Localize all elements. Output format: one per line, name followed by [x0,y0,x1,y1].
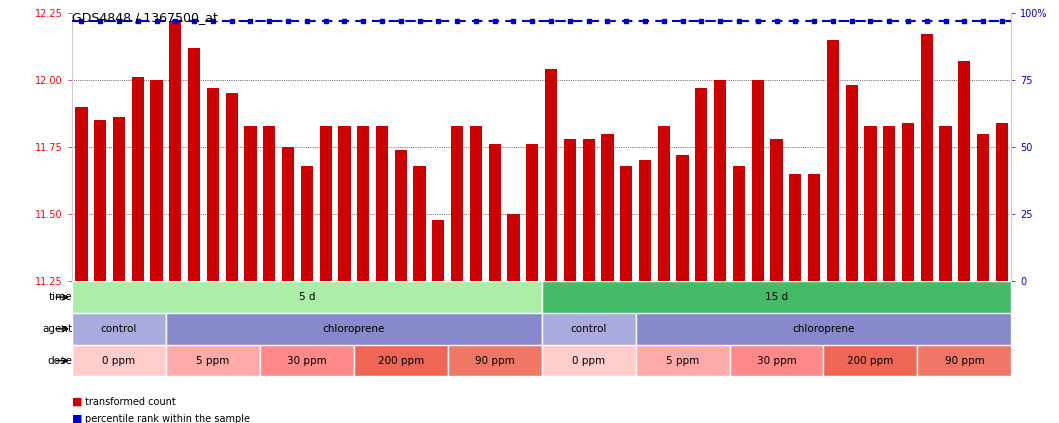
Bar [542,281,1011,313]
Bar [395,150,407,281]
Text: ■: ■ [72,397,83,407]
Bar [338,126,351,281]
Text: 200 ppm: 200 ppm [378,356,424,365]
Bar [639,160,651,281]
Bar [542,313,635,345]
Bar [920,34,933,281]
Bar [488,144,501,281]
Bar [995,123,1008,281]
Text: agent: agent [42,324,72,334]
Bar [72,281,542,313]
Text: chloroprene: chloroprene [323,324,385,334]
Bar [259,345,354,376]
Bar [902,123,914,281]
Bar [264,126,275,281]
Bar [958,61,970,281]
Bar [72,345,166,376]
Text: chloroprene: chloroprene [792,324,855,334]
Bar [770,139,783,281]
Bar [730,345,824,376]
Bar [845,85,858,281]
Bar [917,345,1011,376]
Bar [72,313,166,345]
Bar [824,345,917,376]
Bar [169,21,181,281]
Bar [939,126,952,281]
Bar [376,126,388,281]
Bar [131,77,144,281]
Text: ■: ■ [72,414,83,423]
Bar [470,126,482,281]
Bar [602,134,613,281]
Text: 5 d: 5 d [299,292,316,302]
Text: 5 ppm: 5 ppm [196,356,230,365]
Bar [733,166,746,281]
Bar [714,80,726,281]
Bar [635,345,730,376]
Bar [635,313,1011,345]
Bar [245,126,256,281]
Bar [545,69,557,281]
Bar [621,166,632,281]
Bar [166,313,542,345]
Bar [451,126,463,281]
Bar [542,345,635,376]
Text: 0 ppm: 0 ppm [572,356,605,365]
Bar [166,345,259,376]
Bar [677,155,688,281]
Text: 90 ppm: 90 ppm [474,356,515,365]
Bar [189,48,200,281]
Bar [658,126,670,281]
Bar [526,144,538,281]
Bar [789,174,802,281]
Text: 15 d: 15 d [765,292,788,302]
Bar [883,126,895,281]
Bar [808,174,820,281]
Bar [357,126,370,281]
Bar [354,345,448,376]
Bar [563,139,576,281]
Bar [94,120,106,281]
Text: 30 ppm: 30 ppm [756,356,796,365]
Text: control: control [571,324,607,334]
Text: GDS4848 / 1367500_at: GDS4848 / 1367500_at [72,11,218,24]
Bar [507,214,520,281]
Bar [752,80,764,281]
Bar [448,345,542,376]
Text: time: time [49,292,72,302]
Bar [413,166,426,281]
Bar [301,166,313,281]
Bar [432,220,445,281]
Text: control: control [101,324,138,334]
Bar [226,93,238,281]
Bar [864,126,877,281]
Text: 200 ppm: 200 ppm [847,356,894,365]
Text: 90 ppm: 90 ppm [945,356,984,365]
Bar [150,80,163,281]
Bar [696,88,707,281]
Bar [207,88,219,281]
Bar [75,107,88,281]
Text: 5 ppm: 5 ppm [666,356,699,365]
Bar [113,118,125,281]
Bar [977,134,989,281]
Text: 30 ppm: 30 ppm [287,356,327,365]
Text: dose: dose [48,356,72,365]
Bar [582,139,595,281]
Bar [282,147,294,281]
Bar [320,126,331,281]
Bar [827,40,839,281]
Text: percentile rank within the sample: percentile rank within the sample [85,414,250,423]
Text: transformed count: transformed count [85,397,176,407]
Text: 0 ppm: 0 ppm [103,356,136,365]
